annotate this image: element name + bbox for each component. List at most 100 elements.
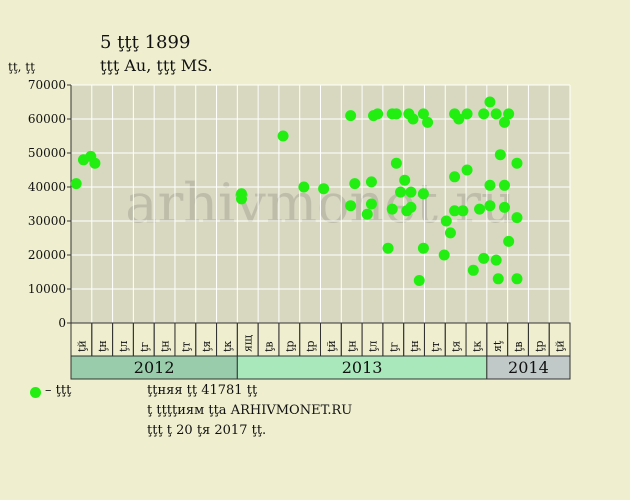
year-label: 2013 — [342, 358, 383, 377]
data-point — [467, 264, 479, 276]
month-label: ţв — [263, 341, 276, 352]
data-points — [70, 96, 523, 286]
data-point — [405, 186, 417, 198]
y-axis: 0 10000 20000 30000 40000 50000 60000 70000 — [28, 78, 72, 330]
data-point — [395, 186, 407, 198]
data-point — [386, 203, 398, 215]
y-tick-label: 60000 — [28, 112, 66, 126]
data-point — [318, 183, 330, 195]
data-point — [474, 203, 486, 215]
y-tick-label: 20000 — [28, 248, 66, 262]
data-point — [390, 157, 402, 169]
data-point — [382, 242, 394, 254]
y-tick-label: 10000 — [28, 282, 66, 296]
data-point — [449, 205, 461, 217]
chart-title: 5 ţţţ 1899 — [100, 32, 191, 53]
data-point — [345, 110, 357, 122]
data-point — [494, 149, 506, 161]
data-point — [511, 212, 523, 224]
data-point — [365, 198, 377, 210]
data-point — [361, 208, 373, 220]
data-point — [484, 179, 496, 191]
chart-subtitle: ţţţ Au, ţţţ MS. — [100, 56, 213, 75]
month-label: ţт — [179, 341, 192, 352]
month-label: ţй — [325, 340, 338, 352]
data-point — [413, 275, 425, 286]
data-point — [399, 174, 411, 186]
month-label: ţг — [138, 342, 151, 352]
data-point — [478, 252, 490, 264]
data-point — [503, 235, 515, 247]
data-point — [440, 215, 452, 227]
month-label: ţя — [200, 341, 213, 352]
data-point — [457, 205, 469, 217]
data-point — [345, 200, 357, 212]
y-axis-unit-label: ţţ, ţţ — [8, 60, 35, 74]
data-point — [298, 181, 310, 193]
average-price-note: ţţняя ţţ 41781 ţţ — [147, 383, 258, 398]
y-tick-label: 50000 — [28, 146, 66, 160]
month-label: ţй — [75, 340, 88, 352]
y-tick-label: 70000 — [28, 78, 66, 92]
month-label: ţр — [533, 341, 546, 352]
month-label: ţн — [159, 340, 172, 352]
data-point — [490, 254, 502, 266]
month-label: ţг — [387, 342, 400, 352]
data-point — [499, 201, 511, 213]
month-label: ţт — [429, 341, 442, 352]
data-point — [444, 227, 456, 239]
data-point — [492, 273, 504, 285]
year-band — [486, 355, 571, 380]
grid-lines — [70, 84, 571, 324]
month-label: ţр — [283, 341, 296, 352]
month-label: ţв — [512, 341, 525, 352]
data-point — [372, 108, 384, 120]
data-point — [235, 193, 247, 205]
data-point — [499, 116, 511, 128]
month-label: ţн — [96, 340, 109, 352]
legend-marker — [30, 387, 41, 398]
month-label: ţк — [470, 341, 483, 352]
data-point — [453, 113, 465, 125]
month-label: яţ — [491, 340, 504, 352]
data-point — [478, 108, 490, 120]
data-point — [417, 188, 429, 200]
year-label: 2012 — [134, 358, 175, 377]
x-axis: ţй ţн ţл ţг ţн ţт ţя ţк ящ ţв ţр ţр ţй ţн ţл ţг ţн ţт ţя ţк… — [70, 322, 571, 380]
data-point — [449, 171, 461, 183]
data-point — [461, 164, 473, 176]
data-point — [365, 176, 377, 188]
data-point — [484, 96, 496, 108]
month-label: ţл — [366, 341, 379, 352]
y-tick-label: 0 — [58, 316, 66, 330]
y-tick-label: 40000 — [28, 180, 66, 194]
data-point — [277, 130, 289, 142]
month-label: ţр — [304, 341, 317, 352]
data-point — [349, 178, 361, 190]
data-point — [70, 178, 82, 190]
data-point — [407, 113, 419, 125]
data-point — [484, 200, 496, 212]
source-note: ţ ţţţţиям ţţа ARHIVMONET.RU — [147, 403, 353, 418]
month-label: ţн — [346, 340, 359, 352]
data-point — [511, 273, 523, 285]
data-point — [405, 201, 417, 213]
year-label: 2014 — [508, 358, 549, 377]
y-tick-label: 30000 — [28, 214, 66, 228]
month-label: ящ — [242, 335, 255, 352]
data-point — [490, 108, 502, 120]
month-label: ţй — [554, 340, 567, 352]
month-label: ţн — [408, 340, 421, 352]
data-point — [438, 249, 450, 261]
month-label: ţк — [221, 341, 234, 352]
data-point — [511, 157, 523, 169]
data-point — [422, 116, 434, 128]
month-label: ţл — [117, 341, 130, 352]
data-point — [417, 242, 429, 254]
date-note: ţţţ ţ 20 ţя 2017 ţţ. — [147, 423, 267, 438]
data-point — [499, 179, 511, 191]
data-point — [390, 108, 402, 120]
month-label: ţя — [450, 341, 463, 352]
data-point — [461, 108, 473, 120]
